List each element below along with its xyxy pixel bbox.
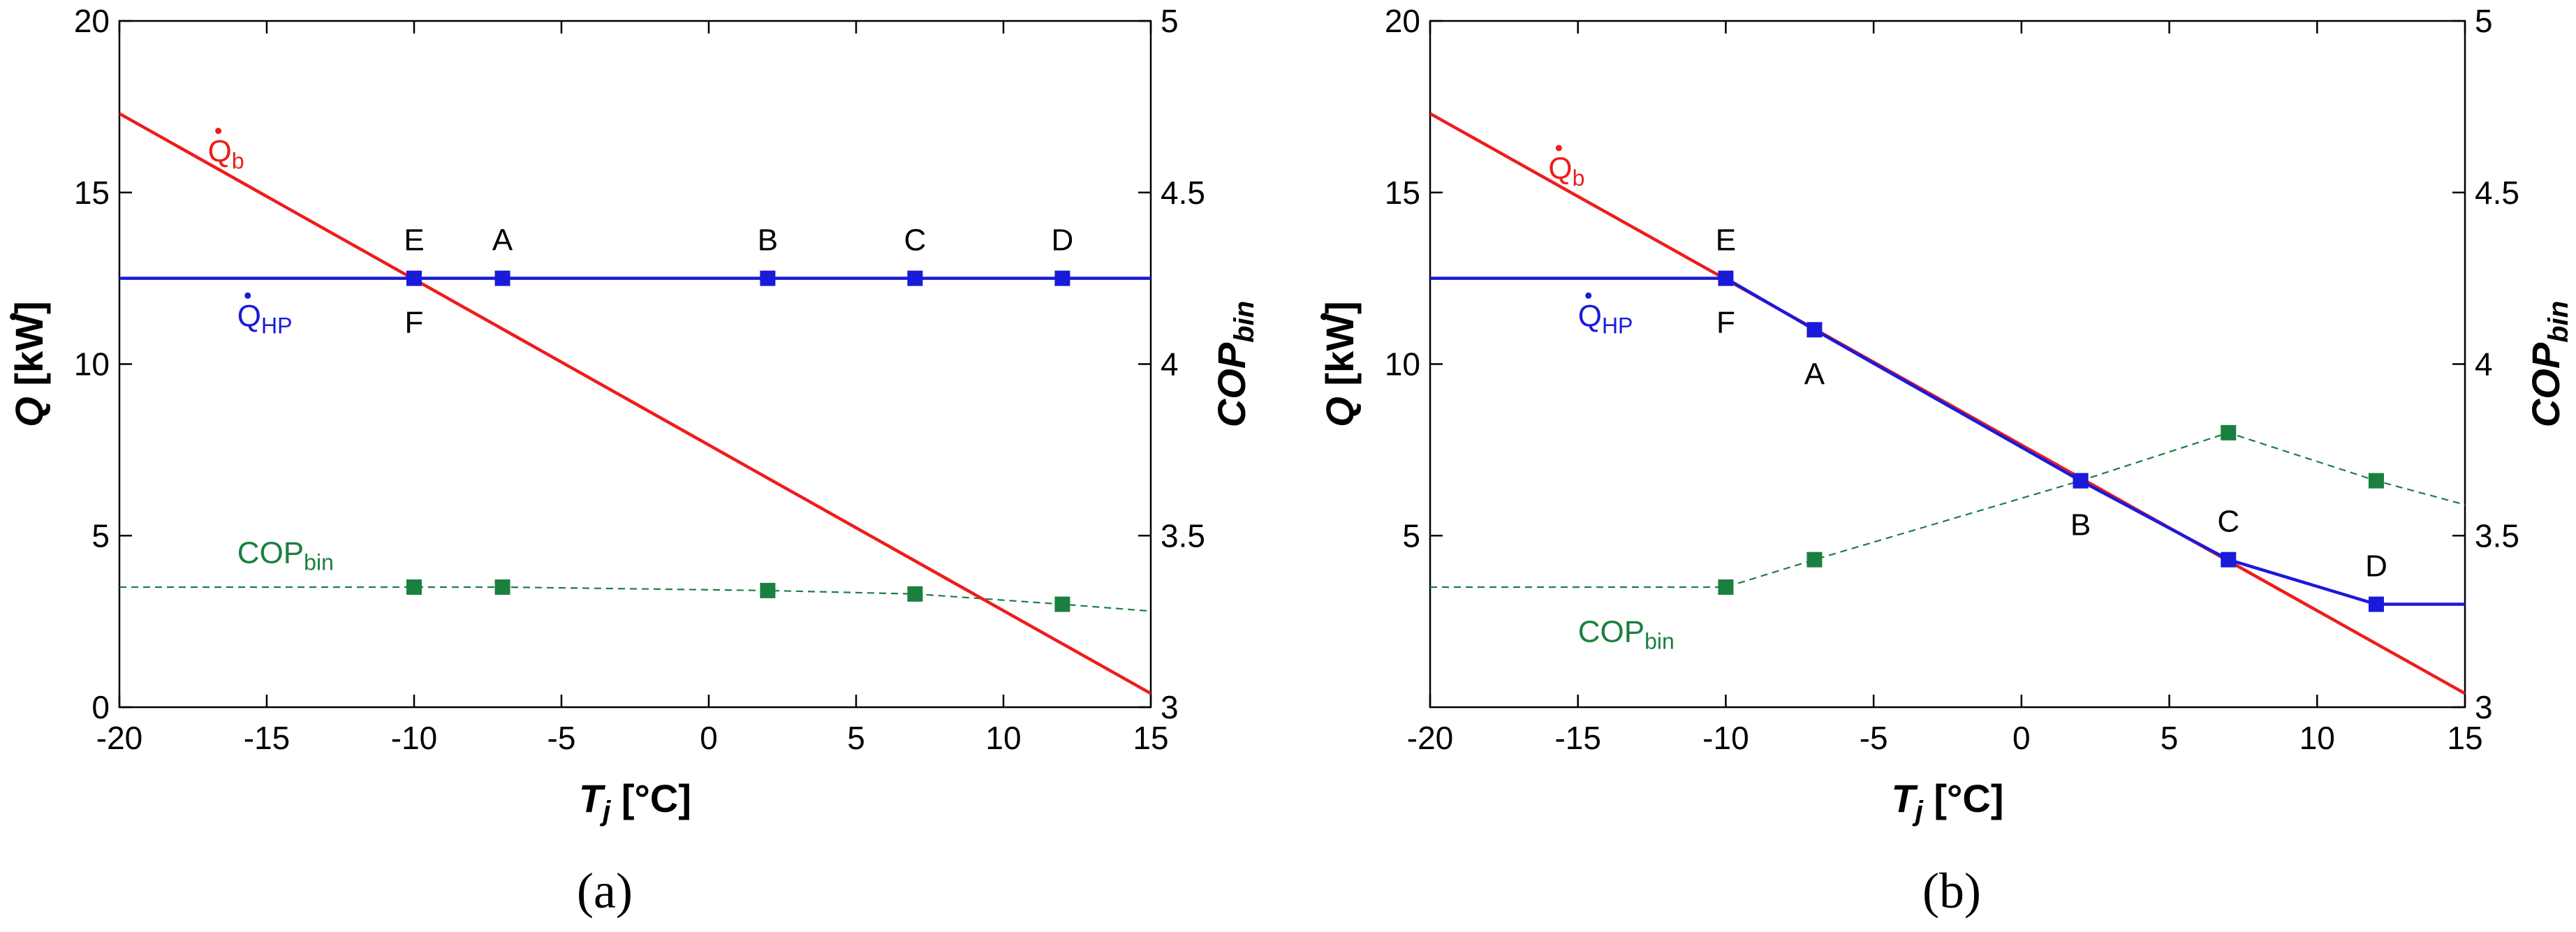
y-right-tick-label: 4 — [2475, 346, 2493, 383]
x-tick-label: 5 — [847, 720, 865, 756]
marker-copbin — [2368, 473, 2384, 489]
y-right-tick-label: 3 — [2475, 689, 2493, 725]
marker-copbin — [406, 579, 422, 595]
y-left-tick-label: 5 — [91, 517, 110, 554]
panel-caption: (b) — [1922, 863, 1981, 919]
x-tick-label: -5 — [547, 720, 576, 756]
series-line-qb — [119, 112, 1151, 695]
marker-qhp — [1718, 270, 1734, 286]
y-left-axis-title: Q [kW] — [7, 301, 51, 427]
marker-qhp — [494, 270, 510, 286]
point-label-e: E — [404, 223, 424, 258]
point-label-d: D — [2365, 549, 2387, 584]
marker-copbin — [1718, 579, 1734, 595]
x-tick-label: 5 — [2161, 720, 2179, 756]
marker-copbin — [1054, 596, 1070, 612]
point-label-c: C — [904, 223, 927, 258]
series-label-qb: Qb — [1548, 151, 1584, 191]
marker-copbin — [2221, 424, 2237, 441]
point-label-e: E — [1716, 223, 1736, 258]
y-left-axis-title: Q [kW] — [1318, 301, 1362, 427]
x-tick-label: 0 — [2012, 720, 2031, 756]
y-left-tick-label: 15 — [74, 175, 110, 211]
x-tick-label: -20 — [96, 720, 142, 756]
marker-copbin — [760, 582, 776, 598]
marker-qhp — [1054, 270, 1070, 286]
x-tick-label: -20 — [1407, 720, 1453, 756]
y-right-tick-label: 4.5 — [2475, 175, 2519, 211]
marker-qhp — [1806, 322, 1823, 338]
marker-copbin — [907, 586, 923, 602]
marker-qhp — [760, 270, 776, 286]
y-left-tick-label: 5 — [1402, 517, 1420, 554]
q-dot-accent — [215, 128, 222, 135]
x-tick-label: -10 — [1702, 720, 1749, 756]
y-left-tick-label: 20 — [74, 3, 110, 39]
series-label-copbin: COPbin — [1578, 615, 1675, 654]
y-right-tick-label: 5 — [2475, 3, 2493, 39]
marker-copbin — [1806, 552, 1823, 568]
q-dot-accent — [1555, 145, 1562, 151]
marker-qhp — [2368, 596, 2384, 612]
x-tick-label: -5 — [1860, 720, 1888, 756]
point-label-d: D — [1052, 223, 1074, 258]
y-right-axis-title: COPbin — [2524, 301, 2574, 427]
panel-caption: (a) — [577, 863, 633, 919]
series-line-copbin — [1430, 431, 2465, 589]
point-label-f: F — [1716, 306, 1735, 340]
point-label-a: A — [1804, 357, 1825, 391]
y-left-tick-label: 10 — [74, 346, 110, 383]
x-tick-label: 15 — [2447, 720, 2482, 756]
series-label-copbin: COPbin — [237, 536, 334, 575]
marker-qhp — [2221, 552, 2237, 568]
y-left-tick-label: 15 — [1385, 175, 1420, 211]
y-right-tick-label: 4.5 — [1161, 175, 1205, 211]
chart-panel-b: -20 -15 -10 -5 0 5 10 15 5 10 15 20 3 3.5 4 4.5 5 Tj [°C]… — [1318, 3, 2574, 919]
x-tick-label: 0 — [700, 720, 718, 756]
y-left-tick-label: 0 — [91, 689, 110, 725]
point-label-f: F — [405, 306, 424, 340]
series-label-qhp: QHP — [1578, 299, 1633, 338]
x-tick-label: -15 — [244, 720, 290, 756]
y-right-tick-label: 3.5 — [1161, 517, 1205, 554]
y-right-tick-label: 3 — [1161, 689, 1179, 725]
y-left-tick-label: 20 — [1385, 3, 1420, 39]
y-right-tick-label: 5 — [1161, 3, 1179, 39]
chart-panel-a: -20 -15 -10 -5 0 5 10 15 0 5 10 15 20 3 3.5 4 4.5 5 Tj [°C… — [7, 3, 1260, 919]
plot-frame — [1429, 20, 2466, 709]
series-label-qhp: QHP — [237, 299, 293, 338]
x-tick-label: 10 — [985, 720, 1021, 756]
x-axis-title: Tj [°C] — [1891, 776, 2003, 827]
marker-qhp — [2073, 473, 2089, 489]
y-right-tick-label: 4 — [1161, 346, 1179, 383]
q-dot-accent — [10, 313, 17, 320]
x-axis-title: Tj [°C] — [579, 776, 691, 827]
x-tick-label: 10 — [2299, 720, 2335, 756]
point-label-c: C — [2217, 505, 2239, 539]
marker-qhp — [907, 270, 923, 286]
q-dot-accent — [244, 292, 251, 299]
q-dot-accent — [1585, 292, 1592, 299]
point-label-b: B — [2070, 508, 2091, 542]
y-left-tick-label: 10 — [1385, 346, 1420, 383]
plot-frame — [118, 20, 1152, 709]
point-label-b: B — [758, 223, 778, 258]
marker-copbin — [494, 579, 510, 595]
marker-qhp — [406, 270, 422, 286]
x-tick-label: 15 — [1133, 720, 1168, 756]
point-label-a: A — [492, 223, 513, 258]
x-tick-label: -15 — [1554, 720, 1600, 756]
q-dot-accent — [1320, 313, 1327, 320]
series-label-qb: Qb — [208, 135, 244, 174]
y-right-tick-label: 3.5 — [2475, 517, 2519, 554]
x-tick-label: -10 — [391, 720, 437, 756]
y-right-axis-title: COPbin — [1209, 301, 1260, 427]
